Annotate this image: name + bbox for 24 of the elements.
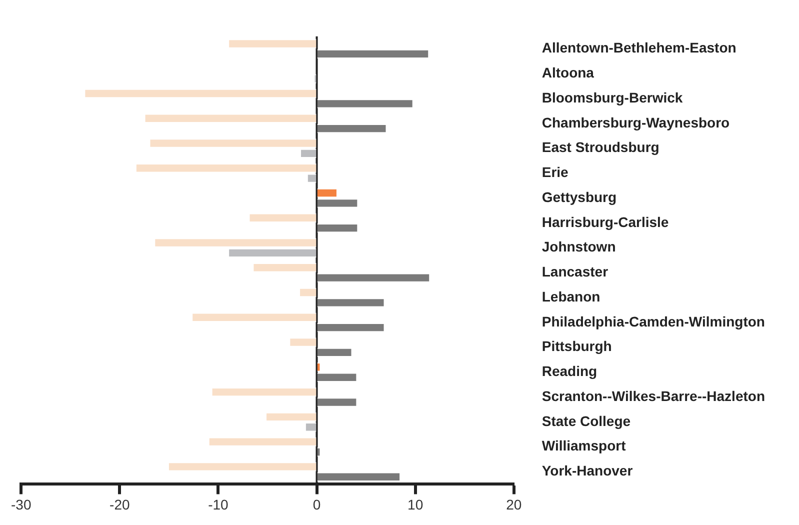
x-tick-label: -30 (11, 496, 32, 512)
x-tick-label: 0 (312, 496, 321, 512)
y-tick-label: State College (542, 412, 631, 429)
x-tick-label: 20 (506, 496, 522, 512)
y-tick-label: York-Hanover (542, 462, 634, 479)
y-tick-label: Williamsport (542, 438, 626, 454)
y-tick-label: Gettysburg (542, 188, 617, 205)
y-tick-label: Lebanon (542, 288, 600, 304)
y-tick-label: Harrisburg-Carlisle (542, 214, 669, 230)
y-tick-label: Chambersburg-Waynesboro (542, 114, 730, 130)
y-tick-label: Scranton--Wilkes-Barre--Hazleton (542, 388, 766, 404)
x-tick-label: 10 (408, 496, 424, 512)
y-tick-label: Lancaster (542, 264, 609, 280)
y-tick-label: Reading (542, 363, 598, 380)
y-tick-label: Philadelphia-Camden-Wilmington (542, 313, 765, 330)
y-tick-label: Allentown-Bethlehem-Easton (542, 40, 736, 56)
y-tick-label: East Stroudsburg (542, 139, 660, 156)
y-tick-label: Erie (542, 164, 569, 180)
x-tick-label: -10 (208, 496, 229, 512)
y-tick-label: Bloomsburg-Berwick (542, 89, 683, 106)
y-tick-label: Johnstown (542, 238, 616, 255)
y-tick-label: Pittsburgh (542, 338, 612, 354)
x-tick-label: -20 (110, 496, 130, 512)
y-tick-label: Altoona (542, 64, 594, 81)
